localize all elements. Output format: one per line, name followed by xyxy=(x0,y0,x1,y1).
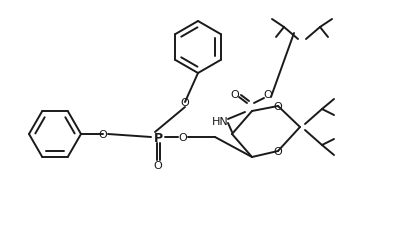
Text: O: O xyxy=(274,102,282,112)
Text: O: O xyxy=(181,97,189,108)
Text: O: O xyxy=(154,160,162,170)
Text: P: P xyxy=(154,131,162,144)
Text: HN: HN xyxy=(212,116,228,126)
Text: O: O xyxy=(231,90,239,100)
Text: O: O xyxy=(264,90,272,100)
Text: O: O xyxy=(274,146,282,156)
Text: O: O xyxy=(179,132,187,142)
Text: O: O xyxy=(99,129,107,139)
